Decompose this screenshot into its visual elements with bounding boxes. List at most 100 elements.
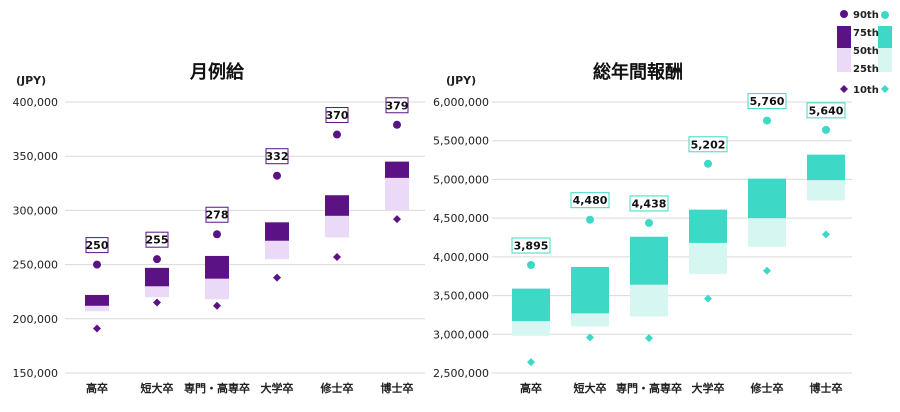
box-lower-1	[85, 305, 109, 312]
box-lower-6	[807, 180, 845, 201]
x-tick-label: 大学卒	[261, 381, 294, 395]
marker-10th	[273, 273, 281, 282]
x-tick-label: 大学卒	[692, 381, 725, 395]
marker-90th	[763, 116, 771, 125]
data-label: 250	[86, 239, 109, 252]
box-upper-3	[205, 255, 229, 279]
marker-10th	[704, 294, 712, 303]
marker-10th	[763, 266, 771, 275]
chart-2: 総年間報酬 (JPY) 2,500,000 3,000,000 3,500,000 4,0…	[433, 61, 852, 395]
data-label: 5,760	[750, 95, 785, 108]
data-label-box	[85, 237, 109, 254]
y-tick-label: 400,000	[13, 96, 59, 109]
box-lower-2	[571, 313, 609, 327]
box-lower-4	[265, 240, 289, 260]
y-tick-label: 6,000,000	[433, 96, 489, 109]
legend-10th-teal-marker	[881, 85, 889, 93]
legend-lower-box-purple	[837, 48, 851, 72]
marker-90th	[645, 218, 653, 227]
data-label: 5,202	[691, 138, 726, 151]
marker-90th	[333, 130, 341, 139]
box-upper-3	[630, 236, 668, 285]
data-label: 332	[266, 150, 289, 163]
marker-10th	[93, 324, 101, 333]
marker-90th	[704, 159, 712, 168]
box-lower-4	[689, 242, 727, 274]
y-tick-label: 250,000	[13, 259, 59, 272]
x-tick-label: 高卒	[520, 381, 542, 395]
data-label: 5,640	[809, 104, 844, 117]
marker-90th	[527, 260, 535, 269]
box-upper-1	[512, 288, 550, 322]
y-tick-label: 300,000	[13, 204, 59, 217]
marker-90th	[393, 120, 401, 129]
x-tick-label: 専門・高専卒	[616, 381, 682, 395]
data-label: 255	[146, 234, 169, 247]
data-label: 4,438	[632, 197, 667, 210]
y-tick-label: 2,500,000	[433, 367, 489, 380]
chart-title: 月例給	[189, 61, 245, 83]
legend-label-10th: 10th	[853, 85, 879, 96]
marker-90th	[93, 260, 101, 269]
data-label-box	[511, 237, 551, 254]
data-label-box	[806, 102, 846, 119]
box-upper-1	[85, 294, 109, 306]
marker-90th	[822, 125, 830, 134]
data-label: 278	[206, 209, 229, 222]
y-tick-label: 150,000	[13, 367, 59, 380]
box-upper-5	[325, 195, 349, 216]
box-upper-4	[265, 222, 289, 241]
legend-lower-box-teal	[878, 48, 892, 72]
marker-90th	[213, 230, 221, 239]
x-tick-label: 高卒	[86, 381, 108, 395]
legend-label-75th: 75th	[853, 28, 879, 39]
legend: 90th 75th 50th 25th 10th	[837, 10, 892, 96]
box-lower-5	[748, 218, 786, 247]
marker-90th	[153, 255, 161, 264]
data-label-box	[325, 107, 349, 124]
box-upper-6	[807, 154, 845, 181]
data-label-box	[747, 93, 787, 110]
y-tick-label: 4,000,000	[433, 251, 489, 264]
legend-label-25th: 25th	[853, 64, 879, 75]
data-label-box	[629, 195, 669, 212]
box-upper-2	[145, 267, 169, 287]
x-tick-label: 専門・高専卒	[184, 381, 250, 395]
x-tick-label: 修士卒	[320, 381, 354, 395]
marker-10th	[645, 334, 653, 343]
marker-90th	[586, 215, 594, 224]
chart-title: 総年間報酬	[593, 61, 683, 83]
legend-label-90th: 90th	[853, 10, 879, 21]
marker-10th	[213, 301, 221, 310]
box-lower-3	[205, 278, 229, 300]
x-tick-label: 短大卒	[574, 381, 607, 395]
data-label-box	[385, 97, 409, 114]
data-label-box	[205, 206, 229, 223]
data-label-box	[570, 192, 610, 209]
y-axis-unit-label: (JPY)	[16, 74, 46, 87]
marker-10th	[527, 358, 535, 367]
legend-upper-box-teal	[878, 26, 892, 48]
legend-90th-teal-marker	[881, 11, 889, 19]
box-upper-2	[571, 266, 609, 314]
data-label: 379	[386, 99, 409, 112]
y-tick-label: 5,000,000	[433, 173, 489, 186]
box-lower-1	[512, 321, 550, 336]
box-lower-5	[325, 215, 349, 238]
y-axis-unit-label: (JPY)	[446, 74, 476, 87]
legend-10th-purple-marker	[840, 85, 848, 93]
data-label-box	[688, 136, 728, 153]
y-tick-label: 3,500,000	[433, 290, 489, 303]
y-tick-label: 4,500,000	[433, 212, 489, 225]
legend-label-50th: 50th	[853, 46, 879, 57]
legend-90th-purple-marker	[840, 10, 848, 18]
marker-90th	[273, 171, 281, 180]
box-upper-5	[748, 178, 786, 219]
marker-10th	[822, 230, 830, 239]
data-label: 370	[326, 109, 349, 122]
marker-10th	[393, 215, 401, 224]
data-label-box	[145, 231, 169, 248]
chart-1: 月例給 (JPY) 150,000 200,000 250,000 300,000 350,…	[13, 61, 425, 395]
marker-10th	[333, 253, 341, 262]
